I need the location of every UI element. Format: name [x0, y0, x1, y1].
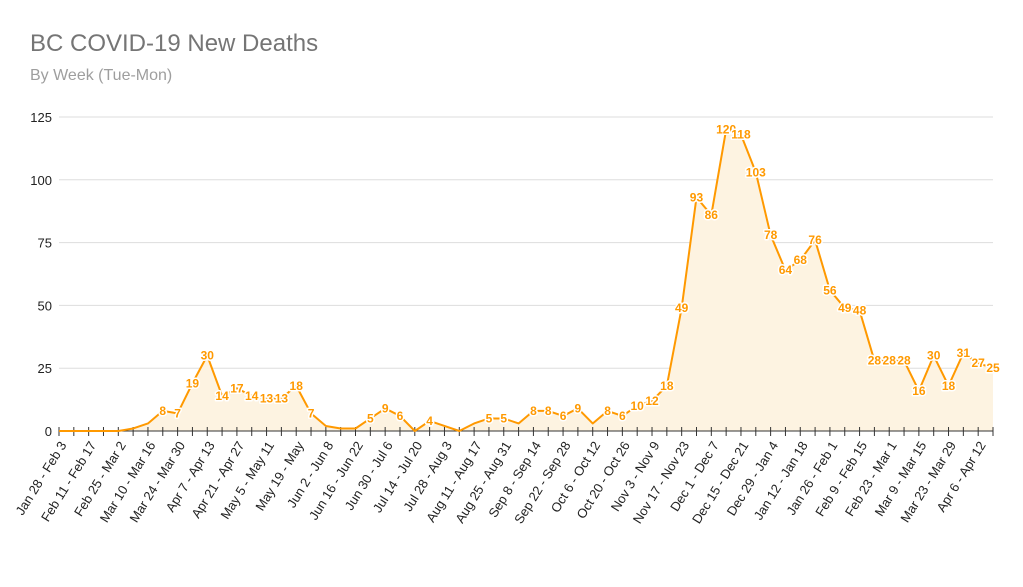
data-label: 48 — [853, 303, 867, 317]
chart-title: BC COVID-19 New Deaths — [30, 30, 319, 57]
data-label: 93 — [690, 190, 704, 204]
data-label: 78 — [764, 228, 778, 242]
data-label: 30 — [201, 349, 215, 363]
data-label: 9 — [382, 401, 389, 415]
data-label: 4 — [426, 414, 433, 428]
y-tick-label: 0 — [45, 424, 52, 439]
chart-subtitle: By Week (Tue-Mon) — [30, 67, 173, 84]
series-line — [59, 128, 994, 432]
data-label: 6 — [397, 409, 404, 423]
data-label: 28 — [897, 354, 911, 368]
data-label: 14 — [245, 389, 259, 403]
data-label: 8 — [530, 404, 537, 418]
data-label: 18 — [290, 379, 304, 393]
data-label: 8 — [604, 404, 611, 418]
data-label: 103 — [746, 165, 766, 179]
data-label: 30 — [927, 349, 941, 363]
data-label: 19 — [186, 376, 200, 390]
data-label: 25 — [986, 361, 1000, 375]
data-label: 68 — [794, 253, 808, 267]
data-label: 28 — [883, 354, 897, 368]
data-label: 31 — [957, 346, 971, 360]
data-label: 86 — [705, 208, 719, 222]
data-label: 18 — [660, 379, 674, 393]
data-label: 8 — [159, 404, 166, 418]
y-tick-label: 125 — [30, 110, 52, 125]
y-tick-label: 25 — [38, 361, 52, 376]
data-label: 16 — [912, 384, 926, 398]
data-label: 120 — [716, 123, 736, 137]
data-label: 12 — [645, 394, 659, 408]
data-label: 10 — [631, 399, 645, 413]
data-label: 56 — [823, 283, 837, 297]
data-label: 49 — [675, 301, 689, 315]
data-label: 6 — [619, 409, 626, 423]
data-label: 7 — [308, 406, 315, 420]
data-label: 8 — [545, 404, 552, 418]
data-label: 27 — [971, 356, 985, 370]
y-tick-label: 50 — [38, 298, 52, 313]
data-label: 64 — [779, 263, 793, 277]
data-label: 5 — [500, 411, 507, 425]
data-label: 28 — [868, 354, 882, 368]
data-label: 7 — [174, 406, 181, 420]
data-label: 49 — [838, 301, 852, 315]
data-label: 14 — [215, 389, 229, 403]
data-label: 5 — [486, 411, 493, 425]
data-label: 76 — [808, 233, 822, 247]
data-label: 17 — [230, 381, 244, 395]
area-fill — [59, 129, 993, 431]
y-tick-label: 100 — [30, 173, 52, 188]
y-tick-label: 75 — [38, 236, 52, 251]
data-label: 118 — [731, 128, 751, 142]
data-label: 9 — [575, 401, 582, 415]
data-label: 5 — [367, 411, 374, 425]
data-label: 13 — [260, 391, 274, 405]
data-label: 13 — [275, 391, 289, 405]
data-label: 18 — [942, 379, 956, 393]
data-label: 6 — [560, 409, 567, 423]
